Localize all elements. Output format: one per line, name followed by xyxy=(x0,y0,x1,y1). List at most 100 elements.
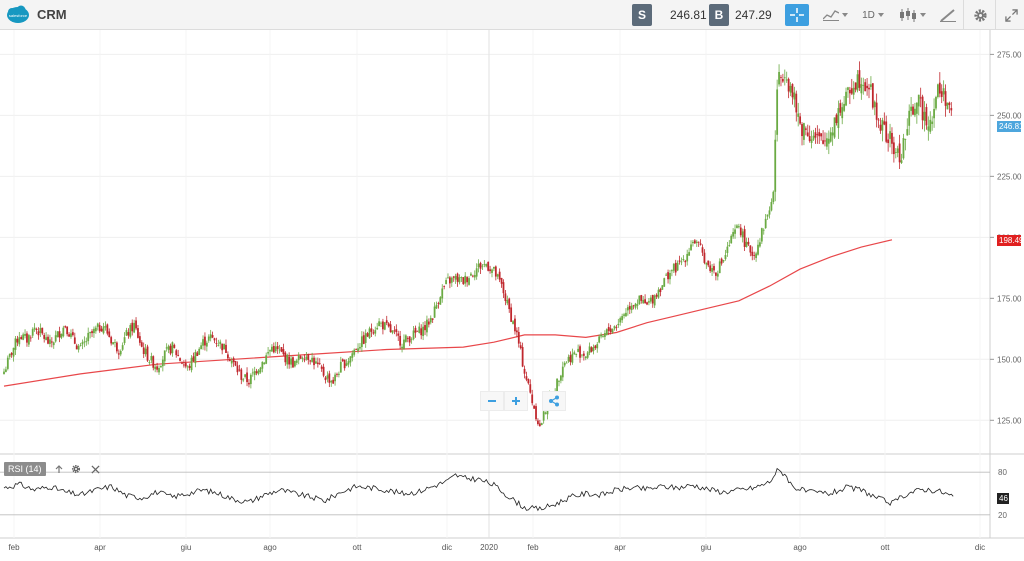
drawing-tools-button[interactable] xyxy=(937,4,959,26)
candle-body xyxy=(223,343,225,350)
candle-body xyxy=(152,356,155,368)
candle xyxy=(263,361,266,365)
candle xyxy=(743,225,746,252)
candle xyxy=(58,326,61,343)
candle xyxy=(739,224,742,238)
zoom-in-button[interactable] xyxy=(504,391,528,411)
candle-body xyxy=(764,218,767,229)
candle-body xyxy=(489,269,491,271)
chevron-down-icon xyxy=(841,13,848,17)
price-chart[interactable]: 275.00250.00225.00200.00175.00150.00125.… xyxy=(0,30,1024,561)
candle-body xyxy=(594,345,597,349)
candle xyxy=(795,90,798,122)
candle xyxy=(493,266,495,272)
candle xyxy=(414,325,417,338)
candle xyxy=(213,337,216,344)
candle xyxy=(43,332,46,343)
candle-body xyxy=(253,371,256,375)
buy-button[interactable]: B xyxy=(709,4,729,26)
candle-body xyxy=(870,84,872,87)
chart-type-selector[interactable] xyxy=(820,4,850,26)
candle-body xyxy=(542,411,545,421)
candle xyxy=(284,351,287,366)
candle-body xyxy=(31,329,34,336)
settings-button[interactable] xyxy=(969,4,991,26)
candle-body xyxy=(780,77,782,78)
candle xyxy=(117,349,120,360)
candle-body xyxy=(776,89,779,135)
candle xyxy=(810,130,813,149)
candle-style-selector[interactable] xyxy=(896,4,928,26)
candle-body xyxy=(395,329,398,333)
candle xyxy=(946,102,949,110)
sell-price[interactable]: 246.81 xyxy=(670,8,707,22)
candle-body xyxy=(732,232,735,237)
candle xyxy=(355,348,358,350)
candle xyxy=(896,145,899,158)
buy-price[interactable]: 247.29 xyxy=(735,8,772,22)
candle xyxy=(77,344,80,353)
candle xyxy=(343,359,346,371)
share-button[interactable] xyxy=(542,391,566,411)
candle xyxy=(839,99,842,116)
candle-body xyxy=(448,277,451,284)
candle xyxy=(441,284,444,303)
candle xyxy=(309,359,312,365)
candle xyxy=(378,318,380,327)
sell-button[interactable]: S xyxy=(632,4,652,26)
rsi-settings-button[interactable] xyxy=(70,463,82,475)
candle-body xyxy=(382,321,384,330)
candle-body xyxy=(311,357,314,362)
rsi-close-button[interactable] xyxy=(89,463,101,475)
candle-body xyxy=(70,333,72,337)
candle-body xyxy=(3,371,5,375)
candle-body xyxy=(760,228,763,242)
candle xyxy=(10,352,13,358)
crosshair-button[interactable] xyxy=(785,4,809,26)
candle-body xyxy=(577,348,580,352)
candle xyxy=(173,343,176,349)
candle-body xyxy=(75,345,78,350)
candle-body xyxy=(213,338,216,341)
rsi-indicator-label[interactable]: RSI (14) xyxy=(4,462,46,476)
candle xyxy=(690,240,692,251)
candle xyxy=(228,357,231,362)
candle xyxy=(827,130,830,155)
candle-body xyxy=(234,361,237,366)
candle xyxy=(667,269,669,284)
candle xyxy=(908,104,911,135)
candle xyxy=(582,350,585,361)
candle-body xyxy=(630,305,633,311)
candle-body xyxy=(770,201,773,211)
candle xyxy=(45,332,48,341)
candle xyxy=(542,410,545,424)
candle-body xyxy=(611,329,614,333)
candle-body xyxy=(873,101,876,108)
zoom-out-button[interactable] xyxy=(480,391,504,411)
candle xyxy=(703,249,706,265)
candle-body xyxy=(207,336,210,341)
candle-body xyxy=(68,334,70,337)
candle xyxy=(271,344,273,352)
candle-body xyxy=(225,344,227,353)
candle xyxy=(529,379,532,394)
candle xyxy=(49,334,51,348)
timeframe-selector[interactable]: 1D xyxy=(860,4,886,26)
fullscreen-button[interactable] xyxy=(1000,4,1022,26)
candle xyxy=(533,404,536,409)
candle xyxy=(251,368,254,377)
candle-body xyxy=(487,262,490,271)
candle-body xyxy=(653,295,656,306)
candle-body xyxy=(192,356,195,362)
candle xyxy=(3,368,5,375)
candle xyxy=(868,83,870,99)
candle-body xyxy=(774,139,777,192)
candle-body xyxy=(558,381,560,382)
candle-body xyxy=(194,351,197,364)
candle-body xyxy=(862,85,865,86)
candle-body xyxy=(473,274,476,278)
candle xyxy=(778,64,780,87)
candle-body xyxy=(730,235,733,244)
candle-body xyxy=(339,361,342,373)
rsi-move-up-button[interactable] xyxy=(53,463,65,475)
